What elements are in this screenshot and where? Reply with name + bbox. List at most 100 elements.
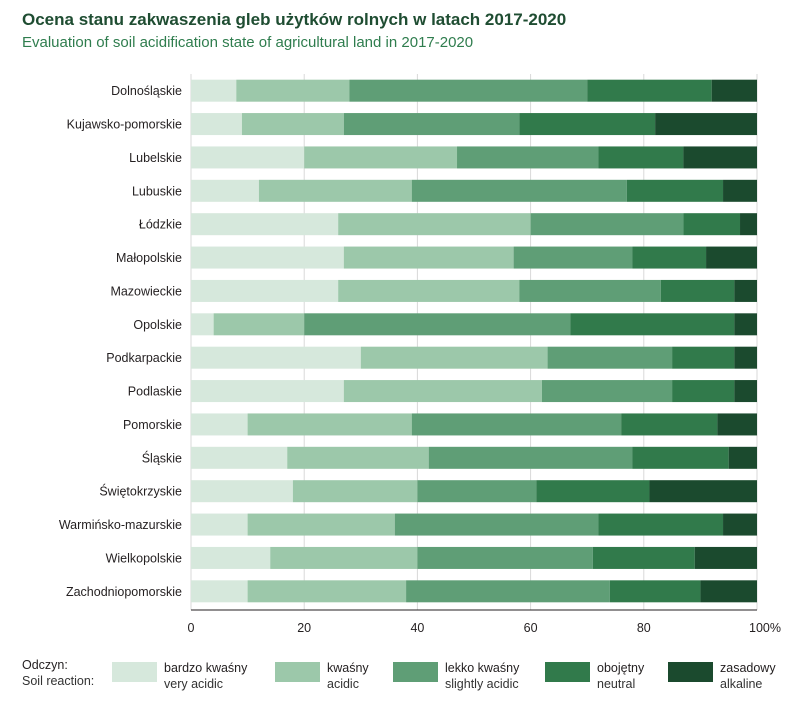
bar-segment [247, 413, 412, 436]
bar-segment [706, 246, 757, 269]
bar-segment [191, 580, 248, 603]
bar-segment [343, 246, 514, 269]
legend-label-pl: lekko kwaśny [445, 661, 520, 675]
bar-segment [655, 113, 757, 136]
bar-segment [626, 179, 724, 202]
bar-segment [700, 580, 757, 603]
bar-segment [258, 179, 412, 202]
legend-label-en: neutral [597, 677, 636, 691]
bar-segment [734, 279, 757, 302]
bar-segment [304, 313, 571, 336]
x-tick-label: 60 [524, 621, 538, 635]
legend-item: lekko kwaśny slightly acidic [445, 660, 519, 692]
legend-heading: Odczyn: Soil reaction: [22, 657, 94, 689]
category-label: Dolnośląskie [111, 84, 182, 98]
x-tick-label: 100% [749, 621, 781, 635]
legend-label-en: alkaline [720, 677, 763, 691]
bar-segment [394, 513, 599, 536]
bar-segment [723, 513, 757, 536]
legend-swatch [668, 662, 713, 682]
category-label: Kujawsko-pomorskie [67, 118, 182, 132]
bar-segment [694, 546, 757, 569]
bar-segment [343, 380, 542, 403]
bar-segment [740, 213, 757, 236]
bar-segment [536, 480, 650, 503]
legend-label-en: very acidic [164, 677, 224, 691]
bar-segment [683, 213, 741, 236]
category-label: Zachodniopomorskie [66, 585, 182, 599]
bar-segment [649, 480, 757, 503]
x-tick-label: 80 [637, 621, 651, 635]
category-label: Łódzkie [139, 218, 182, 232]
bar-segment [734, 380, 757, 403]
legend-label-en: slightly acidic [445, 677, 519, 691]
category-label: Małopolskie [116, 251, 182, 265]
bar-segment [541, 380, 673, 403]
bar-segment [417, 480, 537, 503]
bar-segment [632, 246, 707, 269]
bar-segment [338, 279, 520, 302]
legend-item: obojętny neutral [597, 660, 644, 692]
bar-segment [717, 413, 757, 436]
bar-segment [191, 246, 344, 269]
bar-segment [241, 113, 344, 136]
bar-segment [191, 513, 248, 536]
bar-segment [349, 79, 588, 102]
bar-segment [728, 446, 757, 469]
bar-segment [191, 546, 271, 569]
legend-swatch [275, 662, 320, 682]
legend-swatch [545, 662, 590, 682]
category-label: Lubelskie [129, 151, 182, 165]
x-tick-label: 20 [297, 621, 311, 635]
category-label: Lubuskie [132, 184, 182, 198]
stacked-bar-chart: Dolnośląskie Kujawsko-pomorskie Lubelskie L… [59, 74, 781, 635]
chart-title: Ocena stanu zakwaszenia gleb użytków rol… [22, 10, 567, 29]
bar-segment [519, 279, 661, 302]
bar-segment [570, 313, 735, 336]
bar-segment [191, 313, 214, 336]
bar-segment [191, 380, 344, 403]
category-label: Opolskie [133, 318, 182, 332]
bar-segment [191, 346, 361, 369]
bar-segment [247, 580, 407, 603]
bar-segment [191, 146, 305, 169]
legend-label-pl: kwaśny [327, 661, 369, 675]
legend-item: zasadowy alkaline [720, 660, 776, 692]
bar-segment [598, 146, 684, 169]
bar-segment [587, 79, 712, 102]
chart-subtitle: Evaluation of soil acidification state o… [22, 34, 474, 51]
bar-segment [343, 113, 520, 136]
legend-label-en: acidic [327, 677, 359, 691]
bar-segment [417, 546, 593, 569]
bar-segment [191, 413, 248, 436]
bar-segment [711, 79, 757, 102]
bar-segment [191, 179, 259, 202]
category-label: Pomorskie [123, 418, 182, 432]
bar-segment [592, 546, 695, 569]
x-tick-label: 0 [188, 621, 195, 635]
bar-segment [683, 146, 757, 169]
bar-segment [304, 146, 458, 169]
bar-segment [191, 79, 237, 102]
bar-segment [338, 213, 531, 236]
bar-segment [632, 446, 729, 469]
category-label: Wielkopolskie [106, 551, 182, 565]
x-tick-label: 40 [410, 621, 424, 635]
bar-segment [411, 179, 627, 202]
bar-segment [723, 179, 757, 202]
bar-segment [247, 513, 395, 536]
bar-segment [457, 146, 599, 169]
bar-segment [672, 380, 735, 403]
bar-segment [428, 446, 633, 469]
bar-segment [609, 580, 701, 603]
bar-segment [547, 346, 673, 369]
category-label: Podlaskie [128, 385, 182, 399]
bar-segment [360, 346, 548, 369]
bar-segment [270, 546, 418, 569]
bar-segment [191, 446, 288, 469]
legend-label-pl: obojętny [597, 661, 645, 675]
bar-segment [672, 346, 735, 369]
bar-segment [191, 480, 293, 503]
bar-segment [530, 213, 684, 236]
category-label: Warmińsko-mazurskie [59, 518, 182, 532]
